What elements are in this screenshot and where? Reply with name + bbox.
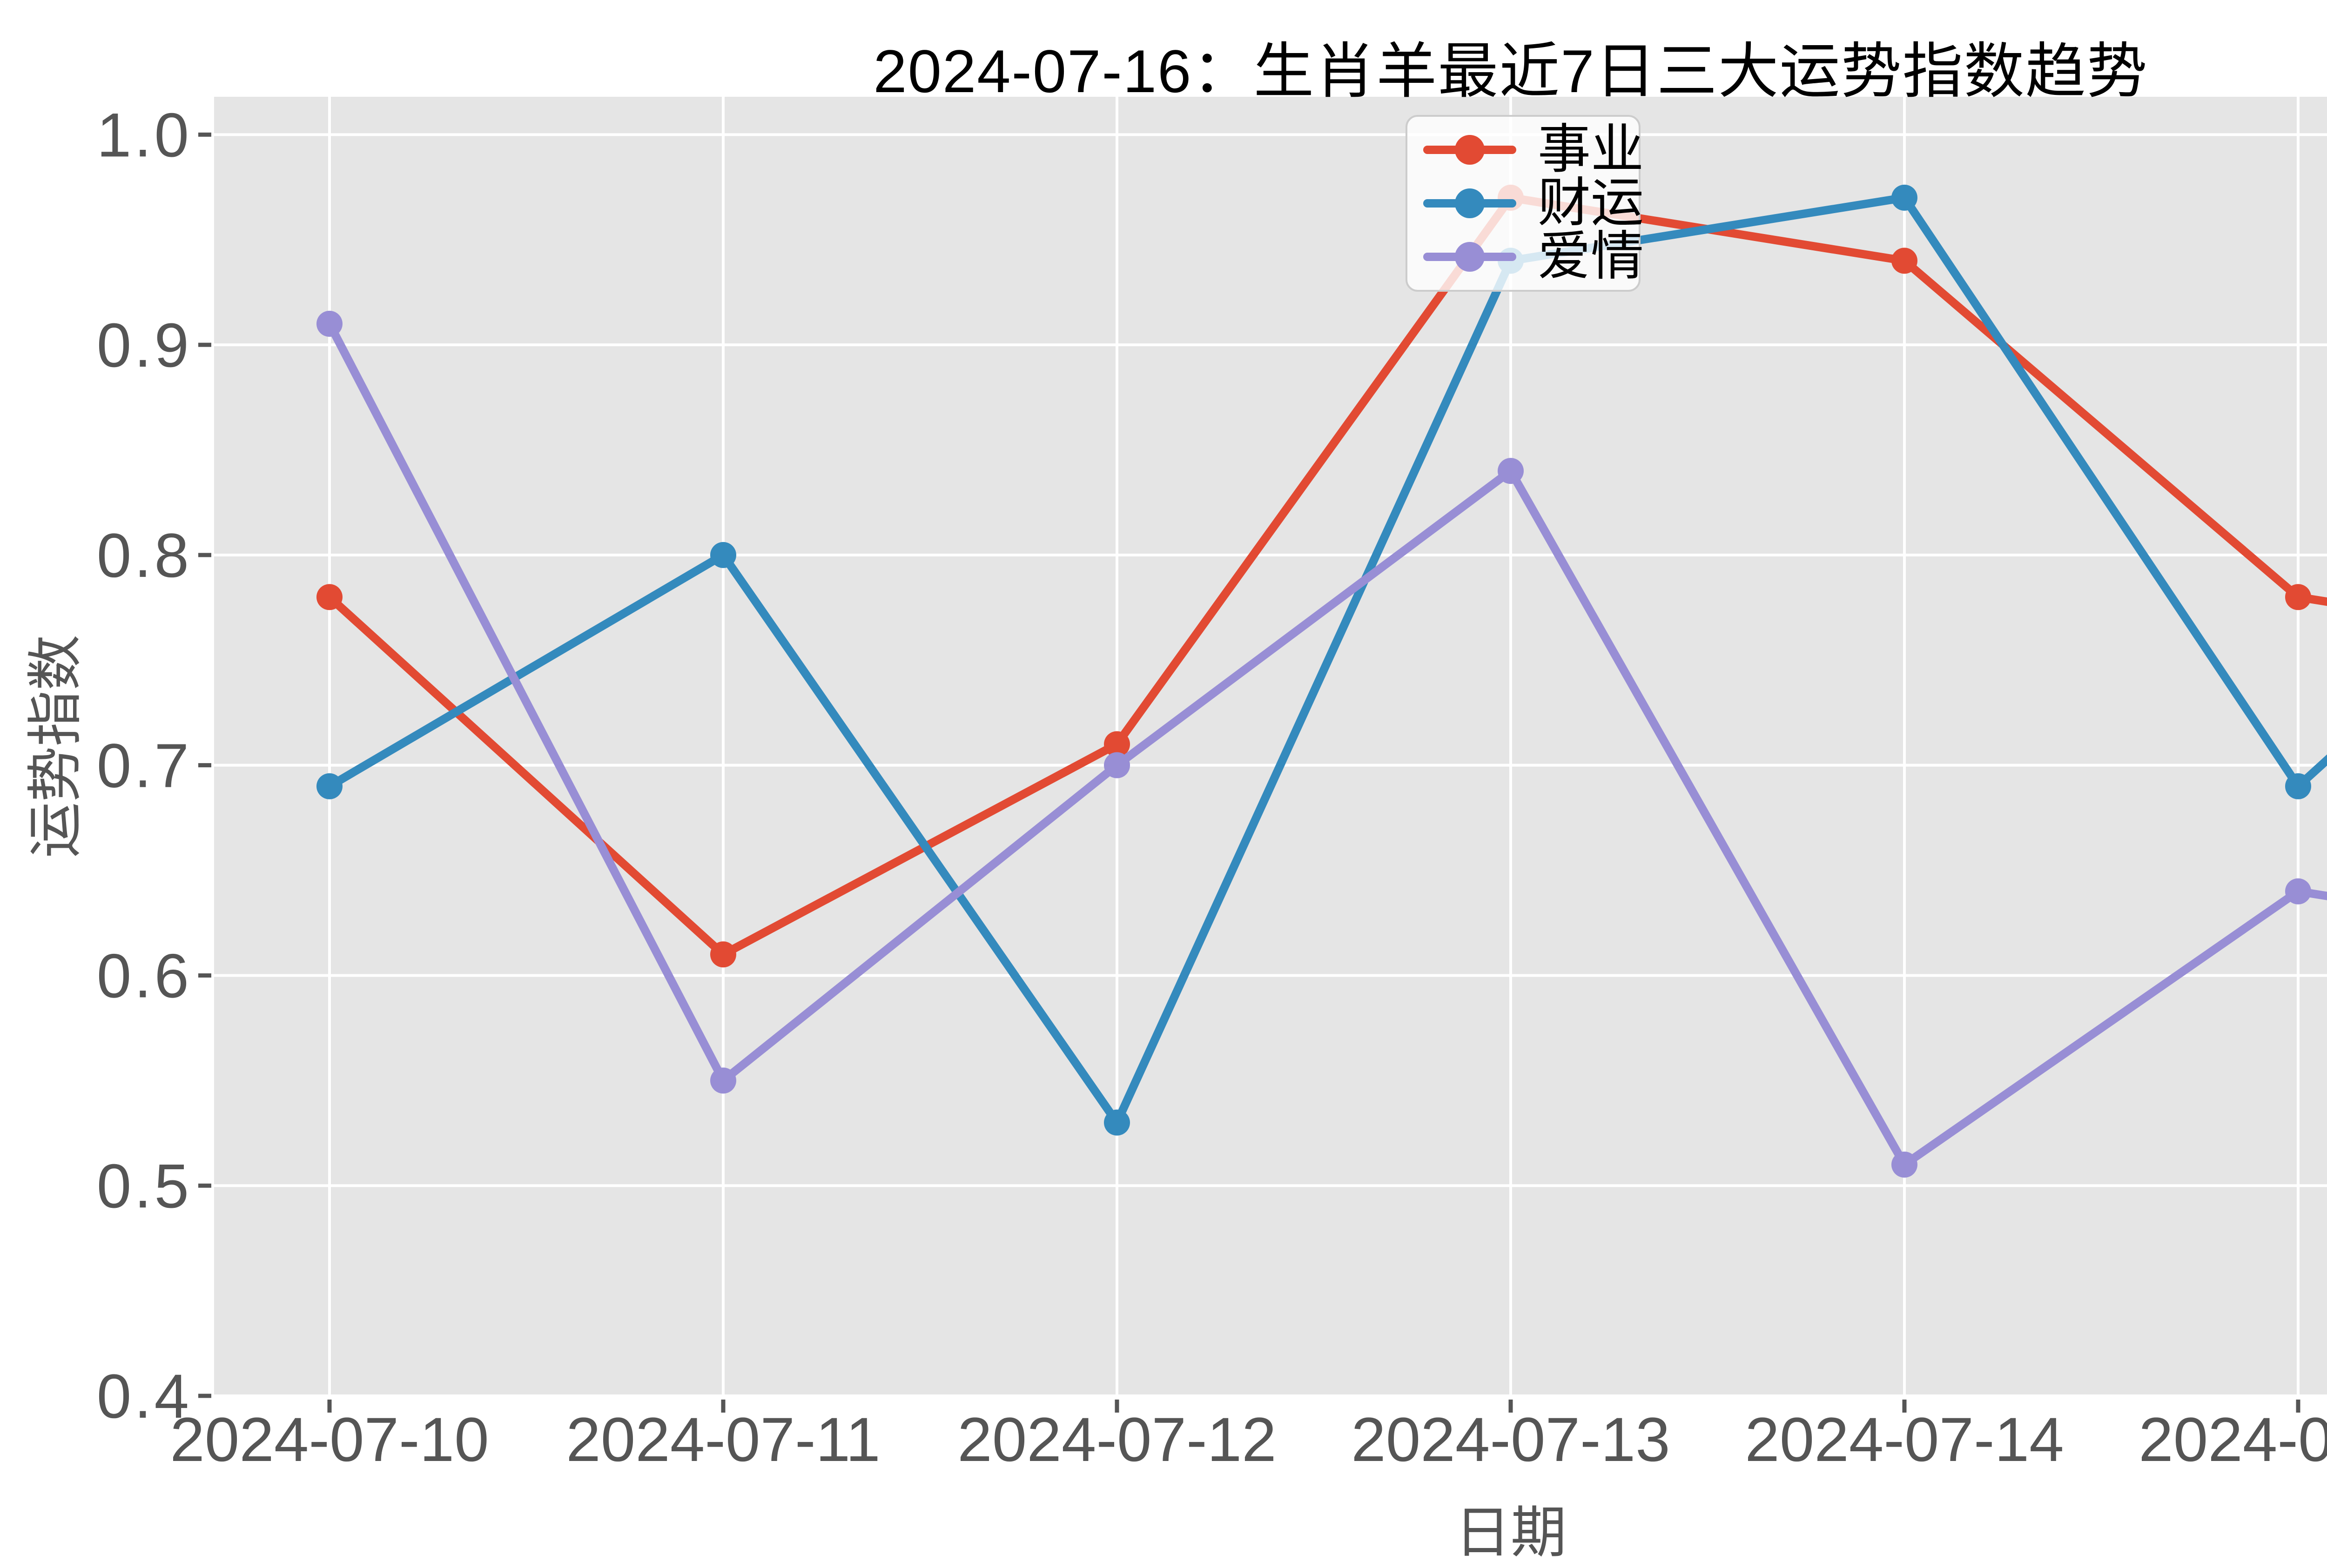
y-tick-label: 0.7 <box>97 731 192 801</box>
legend-marker-love <box>1423 241 1516 272</box>
x-tick-label: 2024-07-15 <box>2139 1405 2327 1474</box>
x-tick-label: 2024-07-14 <box>1745 1405 2064 1474</box>
data-point-wealth <box>1891 184 1917 211</box>
plot-area <box>214 97 2327 1396</box>
legend-item-career: 事业 <box>1423 123 1644 176</box>
x-tick-label: 2024-07-13 <box>1351 1405 1670 1474</box>
legend-marker-dot <box>1455 188 1485 218</box>
x-tick-label: 2024-07-11 <box>566 1405 881 1474</box>
y-axis-label: 运势指数 <box>24 635 87 858</box>
data-point-love <box>1104 752 1130 778</box>
x-tick-label: 2024-07-10 <box>170 1405 489 1474</box>
chart-title: 2024-07-16：生肖羊最近7日三大运势指数趋势 <box>873 37 2148 105</box>
data-point-career <box>1104 731 1130 757</box>
y-tick-label: 0.6 <box>97 941 192 1011</box>
data-point-love <box>710 1067 736 1094</box>
y-tick-label: 0.8 <box>97 521 192 590</box>
legend-label-career: 事业 <box>1538 120 1644 180</box>
data-point-love <box>316 310 343 337</box>
data-point-career <box>1891 248 1917 274</box>
data-point-wealth <box>710 542 736 568</box>
legend-marker-wealth <box>1423 188 1516 218</box>
y-tick-label: 0.5 <box>97 1152 192 1221</box>
legend: 事业 财运 爱情 <box>1406 115 1644 292</box>
legend-marker-dot <box>1455 241 1485 272</box>
y-tick-label: 0.4 <box>97 1362 192 1431</box>
data-point-love <box>1498 458 1524 484</box>
legend-marker-dot <box>1455 135 1485 165</box>
legend-label-love: 爱情 <box>1538 227 1644 286</box>
data-point-career <box>2285 584 2311 610</box>
legend-item-love: 爱情 <box>1423 230 1644 283</box>
data-point-career <box>710 941 736 968</box>
data-point-love <box>1891 1152 1917 1178</box>
data-point-wealth <box>316 773 343 799</box>
legend-marker-career <box>1423 135 1516 165</box>
y-tick-label: 0.9 <box>97 311 192 380</box>
data-point-wealth <box>2285 773 2311 799</box>
x-axis-label: 日期 <box>1455 1501 1567 1564</box>
y-tick-label: 1.0 <box>97 101 192 170</box>
data-point-love <box>2285 878 2311 905</box>
data-point-career <box>316 584 343 610</box>
legend-item-wealth: 财运 <box>1423 176 1644 230</box>
legend-label-wealth: 财运 <box>1538 173 1644 233</box>
x-tick-label: 2024-07-12 <box>957 1405 1276 1474</box>
data-point-wealth <box>1104 1109 1130 1136</box>
